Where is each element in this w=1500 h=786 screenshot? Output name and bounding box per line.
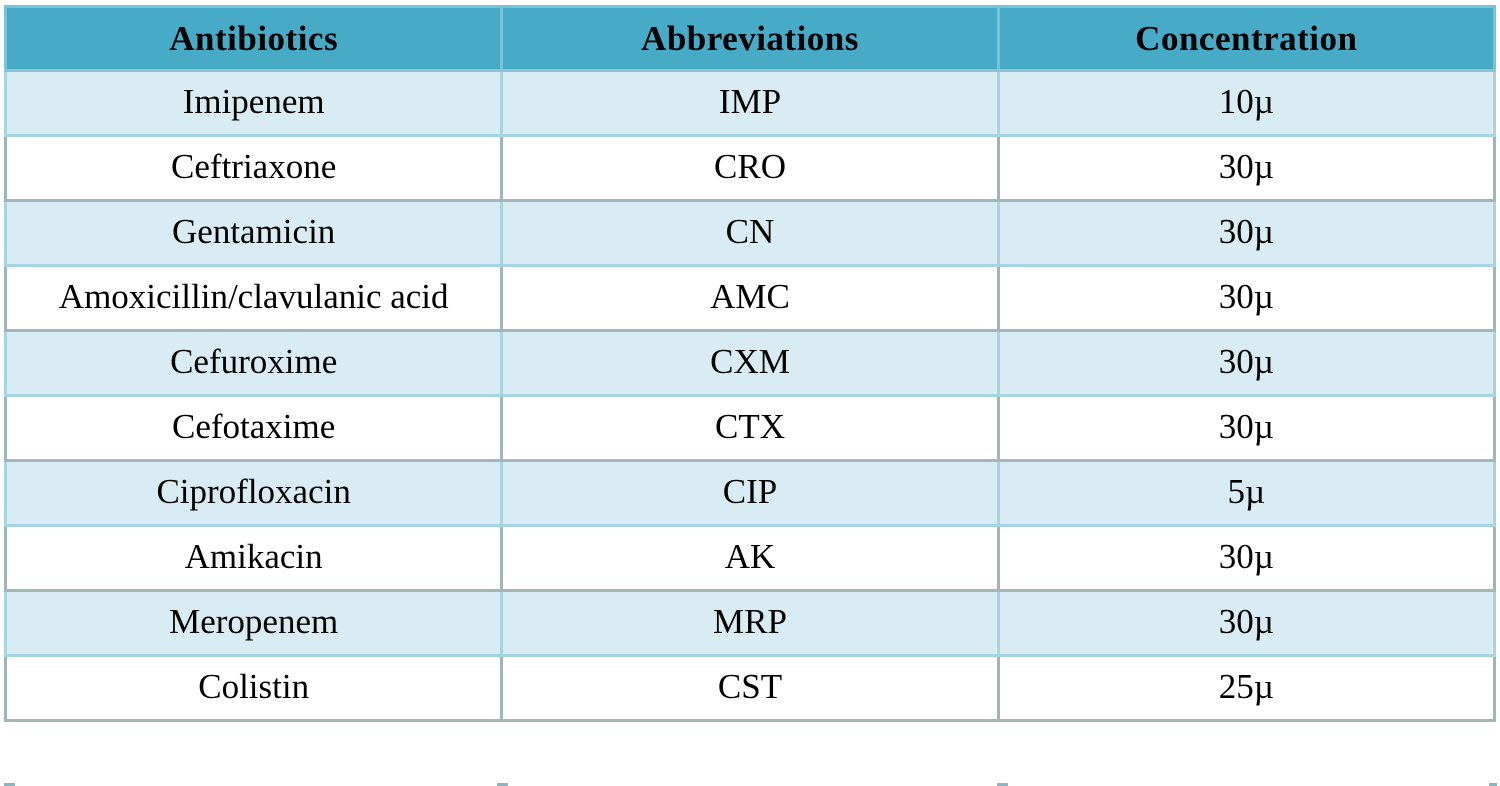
antibiotic-cell: Colistin [3,655,504,722]
column-header-concentration: Concentration [996,5,1497,72]
table-header: Antibiotics Abbreviations Concentration [3,5,1497,72]
table-row: Ciprofloxacin CIP 5µ [3,460,1497,527]
next-table-fragment [1489,783,1497,786]
concentration-cell: 30µ [996,200,1497,267]
table-row: Ceftriaxone CRO 30µ [3,135,1497,202]
concentration-cell: 25µ [996,655,1497,722]
table-row: Meropenem MRP 30µ [3,590,1497,657]
concentration-cell: 10µ [996,70,1497,137]
column-header-abbreviations: Abbreviations [500,5,1000,72]
antibiotic-cell: Amikacin [3,525,504,592]
concentration-cell: 30µ [996,330,1497,397]
abbreviation-cell: IMP [500,70,1000,137]
abbreviation-cell: CST [500,655,1000,722]
table-body: Imipenem IMP 10µ Ceftriaxone CRO 30µ Gentamici… [3,70,1497,722]
antibiotic-cell: Meropenem [3,590,504,657]
abbreviation-cell: CXM [500,330,1000,397]
concentration-cell: 30µ [996,590,1497,657]
next-table-fragment [4,783,15,786]
concentration-cell: 5µ [996,460,1497,527]
antibiotic-cell: Imipenem [3,70,504,137]
table-row: Gentamicin CN 30µ [3,200,1497,267]
concentration-cell: 30µ [996,265,1497,332]
antibiotic-cell: Amoxicillin/clavulanic acid [3,265,504,332]
abbreviation-cell: CTX [500,395,1000,462]
next-table-fragment [497,783,508,786]
antibiotic-cell: Ciprofloxacin [3,460,504,527]
abbreviation-cell: CRO [500,135,1000,202]
antibiotic-cell: Ceftriaxone [3,135,504,202]
antibiotic-cell: Gentamicin [3,200,504,267]
concentration-cell: 30µ [996,395,1497,462]
table-row: Colistin CST 25µ [3,655,1497,722]
abbreviation-cell: AK [500,525,1000,592]
abbreviation-cell: AMC [500,265,1000,332]
concentration-cell: 30µ [996,525,1497,592]
abbreviation-cell: CIP [500,460,1000,527]
abbreviation-cell: MRP [500,590,1000,657]
table-row: Amikacin AK 30µ [3,525,1497,592]
abbreviation-cell: CN [500,200,1000,267]
next-table-fragment [997,783,1008,786]
table-row: Cefuroxime CXM 30µ [3,330,1497,397]
antibiotic-cell: Cefuroxime [3,330,504,397]
table-row: Cefotaxime CTX 30µ [3,395,1497,462]
header-row: Antibiotics Abbreviations Concentration [3,5,1497,72]
concentration-cell: 30µ [996,135,1497,202]
column-header-antibiotics: Antibiotics [3,5,504,72]
antibiotics-table: Antibiotics Abbreviations Concentration … [3,5,1497,722]
antibiotic-cell: Cefotaxime [3,395,504,462]
table-row: Imipenem IMP 10µ [3,70,1497,137]
table-row: Amoxicillin/clavulanic acid AMC 30µ [3,265,1497,332]
